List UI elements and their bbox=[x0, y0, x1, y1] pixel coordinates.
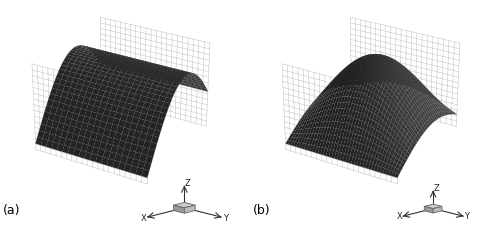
Polygon shape bbox=[424, 206, 433, 213]
Polygon shape bbox=[174, 205, 184, 213]
Text: X: X bbox=[397, 212, 402, 221]
Text: Z: Z bbox=[433, 184, 439, 193]
Text: Z: Z bbox=[185, 178, 191, 188]
Polygon shape bbox=[433, 206, 442, 213]
Polygon shape bbox=[424, 204, 442, 209]
Text: Y: Y bbox=[464, 212, 469, 221]
Text: Y: Y bbox=[223, 214, 228, 223]
Polygon shape bbox=[174, 202, 195, 208]
Text: (a): (a) bbox=[2, 204, 20, 217]
Text: X: X bbox=[140, 214, 146, 223]
Polygon shape bbox=[184, 205, 195, 213]
Text: (b): (b) bbox=[252, 204, 270, 217]
